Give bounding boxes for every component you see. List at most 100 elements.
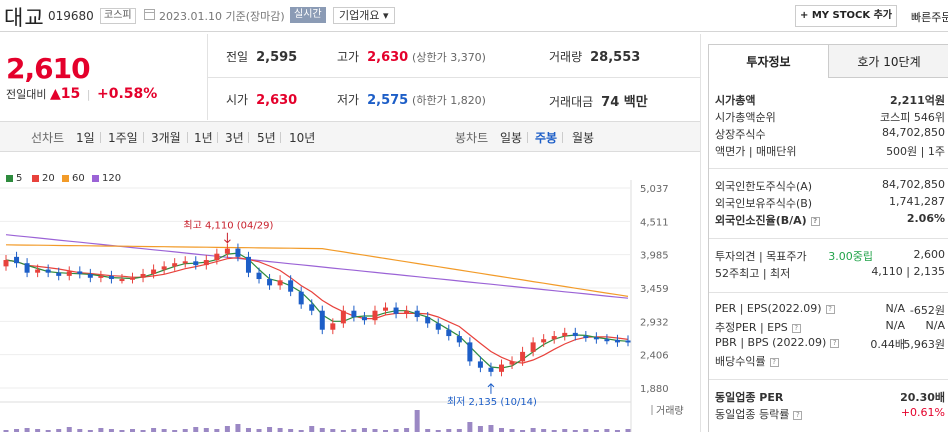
info-value: 코스피 546위 <box>880 111 945 124</box>
volume-bar <box>98 428 104 432</box>
volume-bar <box>604 429 610 432</box>
info-row: 상장주식수 84,702,850 <box>715 126 948 142</box>
current-price: 2,610 <box>6 52 91 85</box>
info-row: 시가총액 2,211억원 <box>715 92 948 108</box>
volume-bar <box>572 430 578 432</box>
volume-bar <box>3 430 9 432</box>
company-overview-dropdown[interactable]: 기업개요 ▾ <box>333 7 395 24</box>
volume-bar <box>583 429 589 432</box>
quote-date: 2023.01.10 기준(장마감) <box>159 10 285 23</box>
candle-body <box>151 269 157 274</box>
volume-label: 거래량 <box>656 405 684 417</box>
candle-body <box>351 310 357 318</box>
period-1d[interactable]: 1일 <box>76 131 95 145</box>
volume-bar <box>24 428 30 432</box>
quick-order-link[interactable]: 빠른주문 <box>911 11 948 24</box>
y-tick-label: 1,880 <box>640 384 669 395</box>
period-10y[interactable]: 10년 <box>289 131 316 145</box>
candle-body <box>45 269 51 273</box>
help-icon[interactable]: ? <box>769 358 779 367</box>
chart-period-bar: 선차트 1일 1주일 3개월 1년 3년 5년 10년 봉차트 일봉 주봉 월봉 <box>0 121 700 152</box>
weekly-candle-chart[interactable]: 5,037 4,511 3,985 3,459 2,932 2,406 1,880 최고 4,… <box>0 180 700 432</box>
add-my-stock-button[interactable]: + MY STOCK 추가 <box>795 5 897 27</box>
period-1y[interactable]: 1년 <box>194 131 213 145</box>
info-row: 외국인보유주식수(B) 1,741,287 <box>715 195 948 211</box>
candle-daily[interactable]: 일봉 <box>500 131 523 145</box>
volume-bar <box>267 427 273 432</box>
volume-bar <box>108 429 114 432</box>
volume-bar <box>614 430 620 432</box>
legend-swatch <box>92 174 99 182</box>
realtime-button[interactable]: 실시간 <box>290 7 326 23</box>
line-chart-label: 선차트 <box>31 131 65 145</box>
info-value-left: N/A <box>885 302 905 315</box>
stock-name: 대교 <box>4 6 45 30</box>
help-icon[interactable]: ? <box>830 339 840 348</box>
tab-orderbook[interactable]: 호가 10단계 <box>829 44 948 78</box>
candle-body <box>235 248 241 257</box>
candle-body <box>319 310 325 330</box>
volume: 거래량 28,553 <box>549 50 641 65</box>
volume-bar <box>414 410 420 432</box>
legend-ma20: 20 <box>32 173 55 184</box>
volume-bar <box>151 428 157 432</box>
info-label: 시가총액 <box>715 94 756 107</box>
candle-body <box>35 269 41 273</box>
info-label: 외국인보유주식수(B) <box>715 197 813 210</box>
tab-investment-info[interactable]: 투자정보 <box>709 44 829 78</box>
legend-ma5: 5 <box>6 173 22 184</box>
candle-monthly[interactable]: 월봉 <box>572 131 595 145</box>
candle-body <box>224 248 230 254</box>
candle-body <box>87 273 93 278</box>
help-icon[interactable]: ? <box>793 411 803 420</box>
volume-bar <box>235 424 241 432</box>
volume-bar <box>214 429 220 432</box>
help-icon[interactable]: ? <box>825 305 835 314</box>
volume-bar <box>256 429 262 432</box>
info-label: 추정PER | EPS? <box>715 319 801 335</box>
volume-bar <box>288 429 294 432</box>
candle-body <box>456 336 462 343</box>
volume-bar <box>319 428 325 432</box>
candle-body <box>467 342 473 362</box>
volume-bar <box>245 428 251 432</box>
info-value-left: N/A <box>885 319 905 332</box>
candle-body <box>56 272 62 276</box>
volume-bar <box>446 429 452 432</box>
candle-body <box>477 361 483 368</box>
info-row: 동일업종 등락률? +0.61% <box>715 406 948 422</box>
divider <box>709 292 948 293</box>
period-3y[interactable]: 3년 <box>225 131 244 145</box>
candle-body <box>245 256 251 273</box>
high-price: 고가 2,630 (상한가 3,370) <box>337 50 486 65</box>
period-5y[interactable]: 5년 <box>257 131 276 145</box>
candle-body <box>108 275 114 280</box>
info-row: 투자의견 | 목표주가 3.00중립 2,600 <box>715 248 948 264</box>
period-3m[interactable]: 3개월 <box>151 131 181 145</box>
volume-bar <box>562 429 568 432</box>
help-icon[interactable]: ? <box>791 324 801 333</box>
volume-bar <box>298 430 304 432</box>
help-icon[interactable]: ? <box>810 217 820 226</box>
info-row: 시가총액순위 코스피 546위 <box>715 109 948 125</box>
y-tick-label: 5,037 <box>640 184 669 195</box>
info-value: 4,110 | 2,135 <box>871 265 945 278</box>
info-value: 500원 | 1주 <box>886 145 945 158</box>
info-value: 84,702,850 <box>882 126 945 139</box>
info-value: 5,963원 <box>903 338 945 351</box>
info-value: -652원 <box>909 304 945 317</box>
trade-amount: 거래대금 74 백만 <box>549 95 648 110</box>
candle-weekly[interactable]: 주봉 <box>535 131 558 145</box>
info-label: 투자의견 | 목표주가 <box>715 250 807 263</box>
divider <box>207 34 208 120</box>
candle-body <box>3 260 9 267</box>
candle-body <box>414 310 420 318</box>
info-label: 상장주식수 <box>715 128 766 141</box>
candle-body <box>161 266 167 270</box>
candle-body <box>572 332 578 337</box>
info-label: 외국인소진율(B/A)? <box>715 212 820 228</box>
candle-body <box>24 263 30 273</box>
period-1w[interactable]: 1주일 <box>108 131 138 145</box>
ma120-line <box>5 234 629 299</box>
candle-body <box>361 317 367 321</box>
